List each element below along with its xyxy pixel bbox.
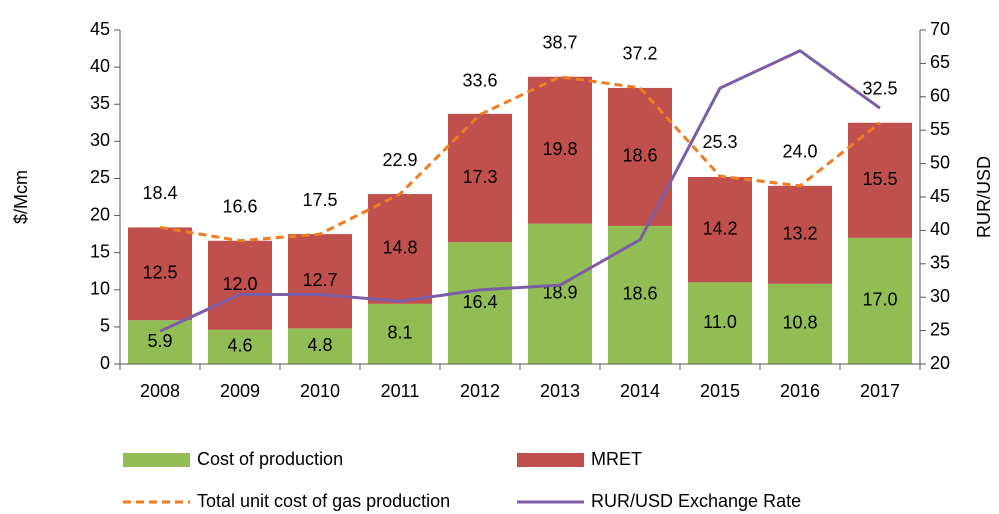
total-label: 17.5 [302,190,337,210]
data-label: 11.0 [703,312,737,332]
y2-tick-label: 40 [930,219,950,239]
y-tick-label: 5 [100,316,110,336]
bar-segment [368,194,432,304]
y-axis-label: $/Mcm [11,170,31,224]
bar-segment [688,176,752,283]
x-tick-label: 2015 [700,381,740,401]
x-tick-label: 2013 [540,381,580,401]
line-series [159,75,881,243]
data-label: 12.5 [142,263,177,283]
legend-swatch [517,453,584,467]
data-label: 13.2 [782,224,817,244]
data-label: 18.6 [622,284,657,304]
data-label: 8.1 [387,323,412,343]
x-tick-label: 2014 [620,381,660,401]
bar-segment [128,227,192,321]
bar-segment [208,240,272,330]
total-label: 16.6 [222,197,257,217]
data-label: 12.7 [302,270,337,290]
total-label: 33.6 [462,70,497,90]
bar-segment [848,122,912,238]
legend-label: MRET [591,449,642,469]
legend-swatch [123,453,190,467]
total-label: 37.2 [622,44,657,64]
y-tick-label: 20 [90,204,110,224]
data-label: 16.4 [462,292,497,312]
y2-tick-label: 50 [930,152,950,172]
y-tick-label: 0 [100,353,110,373]
bar-segment [768,185,832,284]
line-series [159,49,881,333]
y2-tick-label: 55 [930,119,950,139]
data-label: 14.8 [382,238,417,258]
y2-tick-label: 60 [930,86,950,106]
data-label: 15.5 [862,169,897,189]
bar-segment [448,242,512,364]
total-label: 25.3 [702,132,737,152]
data-label: 4.6 [227,336,252,356]
bar-segment [128,320,192,364]
y-tick-label: 15 [90,241,110,261]
y-tick-label: 25 [90,167,110,187]
bar-segment [768,283,832,364]
y2-tick-label: 45 [930,186,950,206]
data-label: 19.8 [542,139,577,159]
y2-tick-label: 70 [930,19,950,39]
bar-segment [528,76,592,224]
x-tick-label: 2016 [780,381,820,401]
data-label: 4.8 [307,335,332,355]
x-tick-label: 2008 [140,381,180,401]
bar-segment [288,328,352,364]
total-label: 38.7 [542,33,577,53]
bar-segment [448,113,512,243]
x-tick-label: 2012 [460,381,500,401]
total-label: 18.4 [142,183,177,203]
bar-segment [528,223,592,364]
y-tick-label: 10 [90,279,110,299]
total-label: 32.5 [862,79,897,99]
data-label: 17.0 [862,290,897,310]
x-tick-label: 2011 [381,381,420,401]
total-label: 22.9 [382,150,417,170]
x-tick-label: 2009 [220,381,260,401]
bar-segment [208,329,272,364]
y2-tick-label: 30 [930,286,950,306]
y-tick-label: 40 [90,56,110,76]
y2-tick-label: 35 [930,253,950,273]
bar-segment [848,237,912,364]
y2-tick-label: 20 [930,353,950,373]
legend-label: Cost of production [197,449,343,469]
data-label: 18.9 [542,283,577,303]
y-tick-label: 35 [90,93,110,113]
data-label: 17.3 [462,167,497,187]
y-tick-label: 45 [90,19,110,39]
y2-tick-label: 65 [930,52,950,72]
legend-label: Total unit cost of gas production [197,491,450,511]
data-label: 10.8 [782,313,817,333]
y-tick-label: 30 [90,130,110,150]
total-label: 24.0 [782,142,817,162]
data-label: 14.2 [702,218,737,238]
data-label: 5.9 [147,331,172,351]
bar-segment [608,225,672,364]
x-tick-label: 2017 [860,381,900,401]
bar-segment [288,234,352,329]
data-label: 12.0 [222,274,257,294]
bar-segment [688,282,752,364]
y2-tick-label: 25 [930,319,950,339]
x-tick-label: 2010 [300,381,340,401]
data-label: 18.6 [622,146,657,166]
bar-segment [368,303,432,364]
legend-label: RUR/USD Exchange Rate [591,491,801,511]
y2-axis-label: RUR/USD [974,156,994,238]
